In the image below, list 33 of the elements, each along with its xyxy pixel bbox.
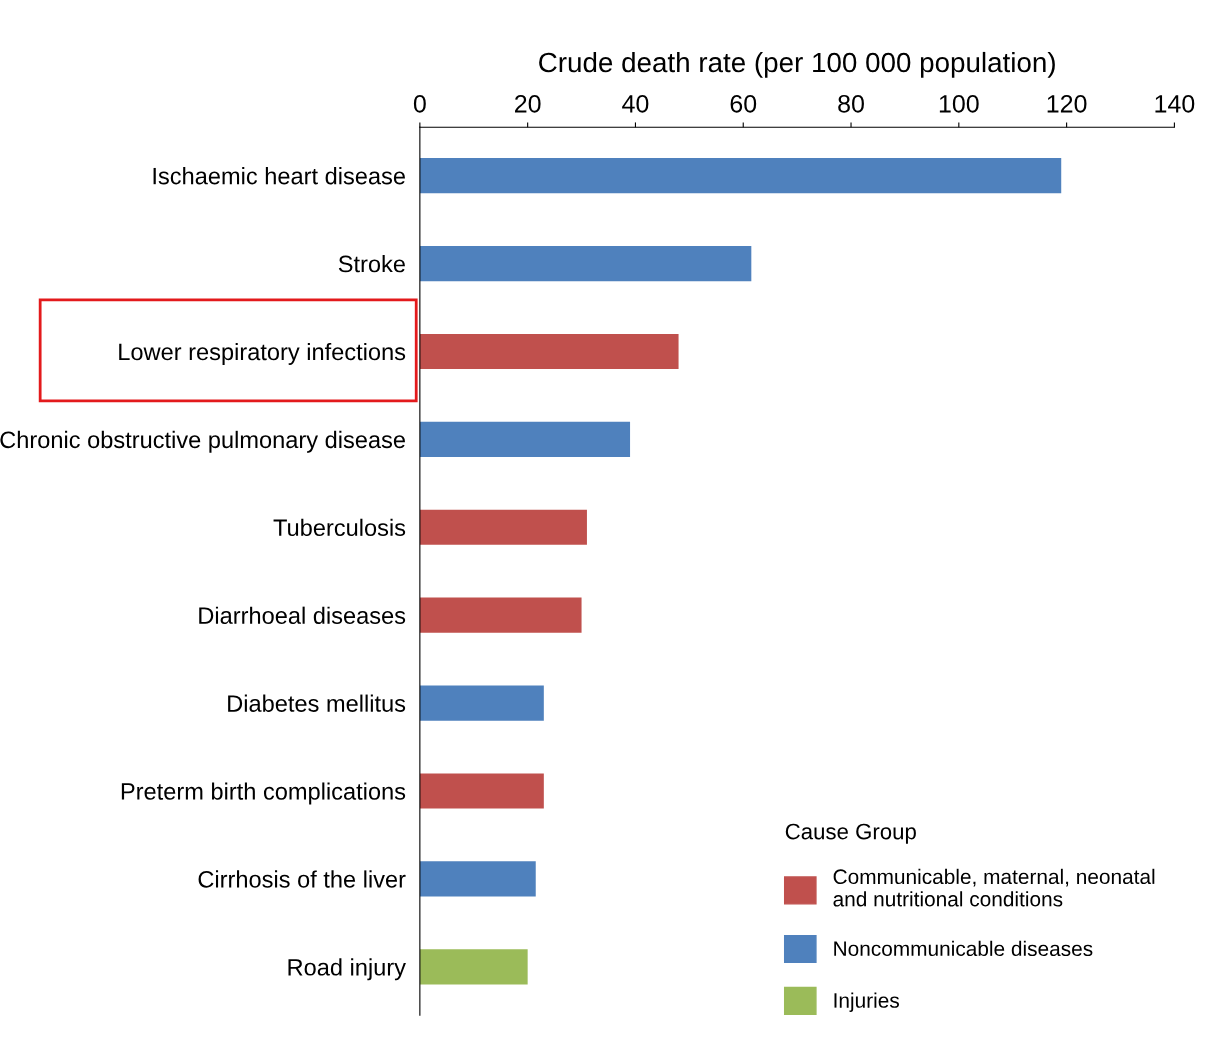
x-tick-label: 20 <box>515 94 541 113</box>
x-tick-label: 60 <box>730 94 757 113</box>
y-tick-label: Preterm birth complications <box>121 782 406 805</box>
y-tick-label: Ischaemic heart disease <box>153 167 405 185</box>
x-tick-label: 0 <box>413 94 426 113</box>
legend-label: Noncommunicable diseases <box>834 940 1093 957</box>
x-tick-label: 80 <box>838 94 864 113</box>
bar <box>419 949 528 985</box>
bar <box>419 597 582 633</box>
y-tick-label: Road injury <box>288 958 406 981</box>
x-tick-label: 100 <box>939 94 979 113</box>
y-tick-label: Diarrhoeal diseases <box>199 606 406 624</box>
x-tick-label: 140 <box>1155 94 1195 113</box>
bar <box>419 333 679 370</box>
bar <box>419 509 587 545</box>
y-tick-label: Diabetes mellitus <box>228 694 406 712</box>
x-axis-title: Crude death rate (per 100 000 population) <box>539 51 1055 78</box>
y-tick-label: Cirrhosis of the liver <box>198 870 406 888</box>
x-tick-label: 40 <box>622 94 649 113</box>
y-tick-label: Lower respiratory infections <box>119 342 406 365</box>
bar <box>419 861 536 897</box>
bar <box>419 245 752 282</box>
bar <box>419 685 544 721</box>
bar <box>419 773 544 809</box>
legend-label: Injuries <box>834 992 899 1012</box>
y-tick-label: Stroke <box>338 255 405 273</box>
y-tick-label: Tuberculosis <box>273 518 406 537</box>
bar <box>419 158 1062 194</box>
bar <box>419 421 631 457</box>
y-tick-label: Chronic obstructive pulmonary disease <box>0 430 405 453</box>
legend-title: Cause Group <box>785 823 916 844</box>
legend-label: Communicable, maternal, neonatal and nutritional conditions <box>833 868 1155 907</box>
x-tick-label: 120 <box>1047 94 1087 113</box>
